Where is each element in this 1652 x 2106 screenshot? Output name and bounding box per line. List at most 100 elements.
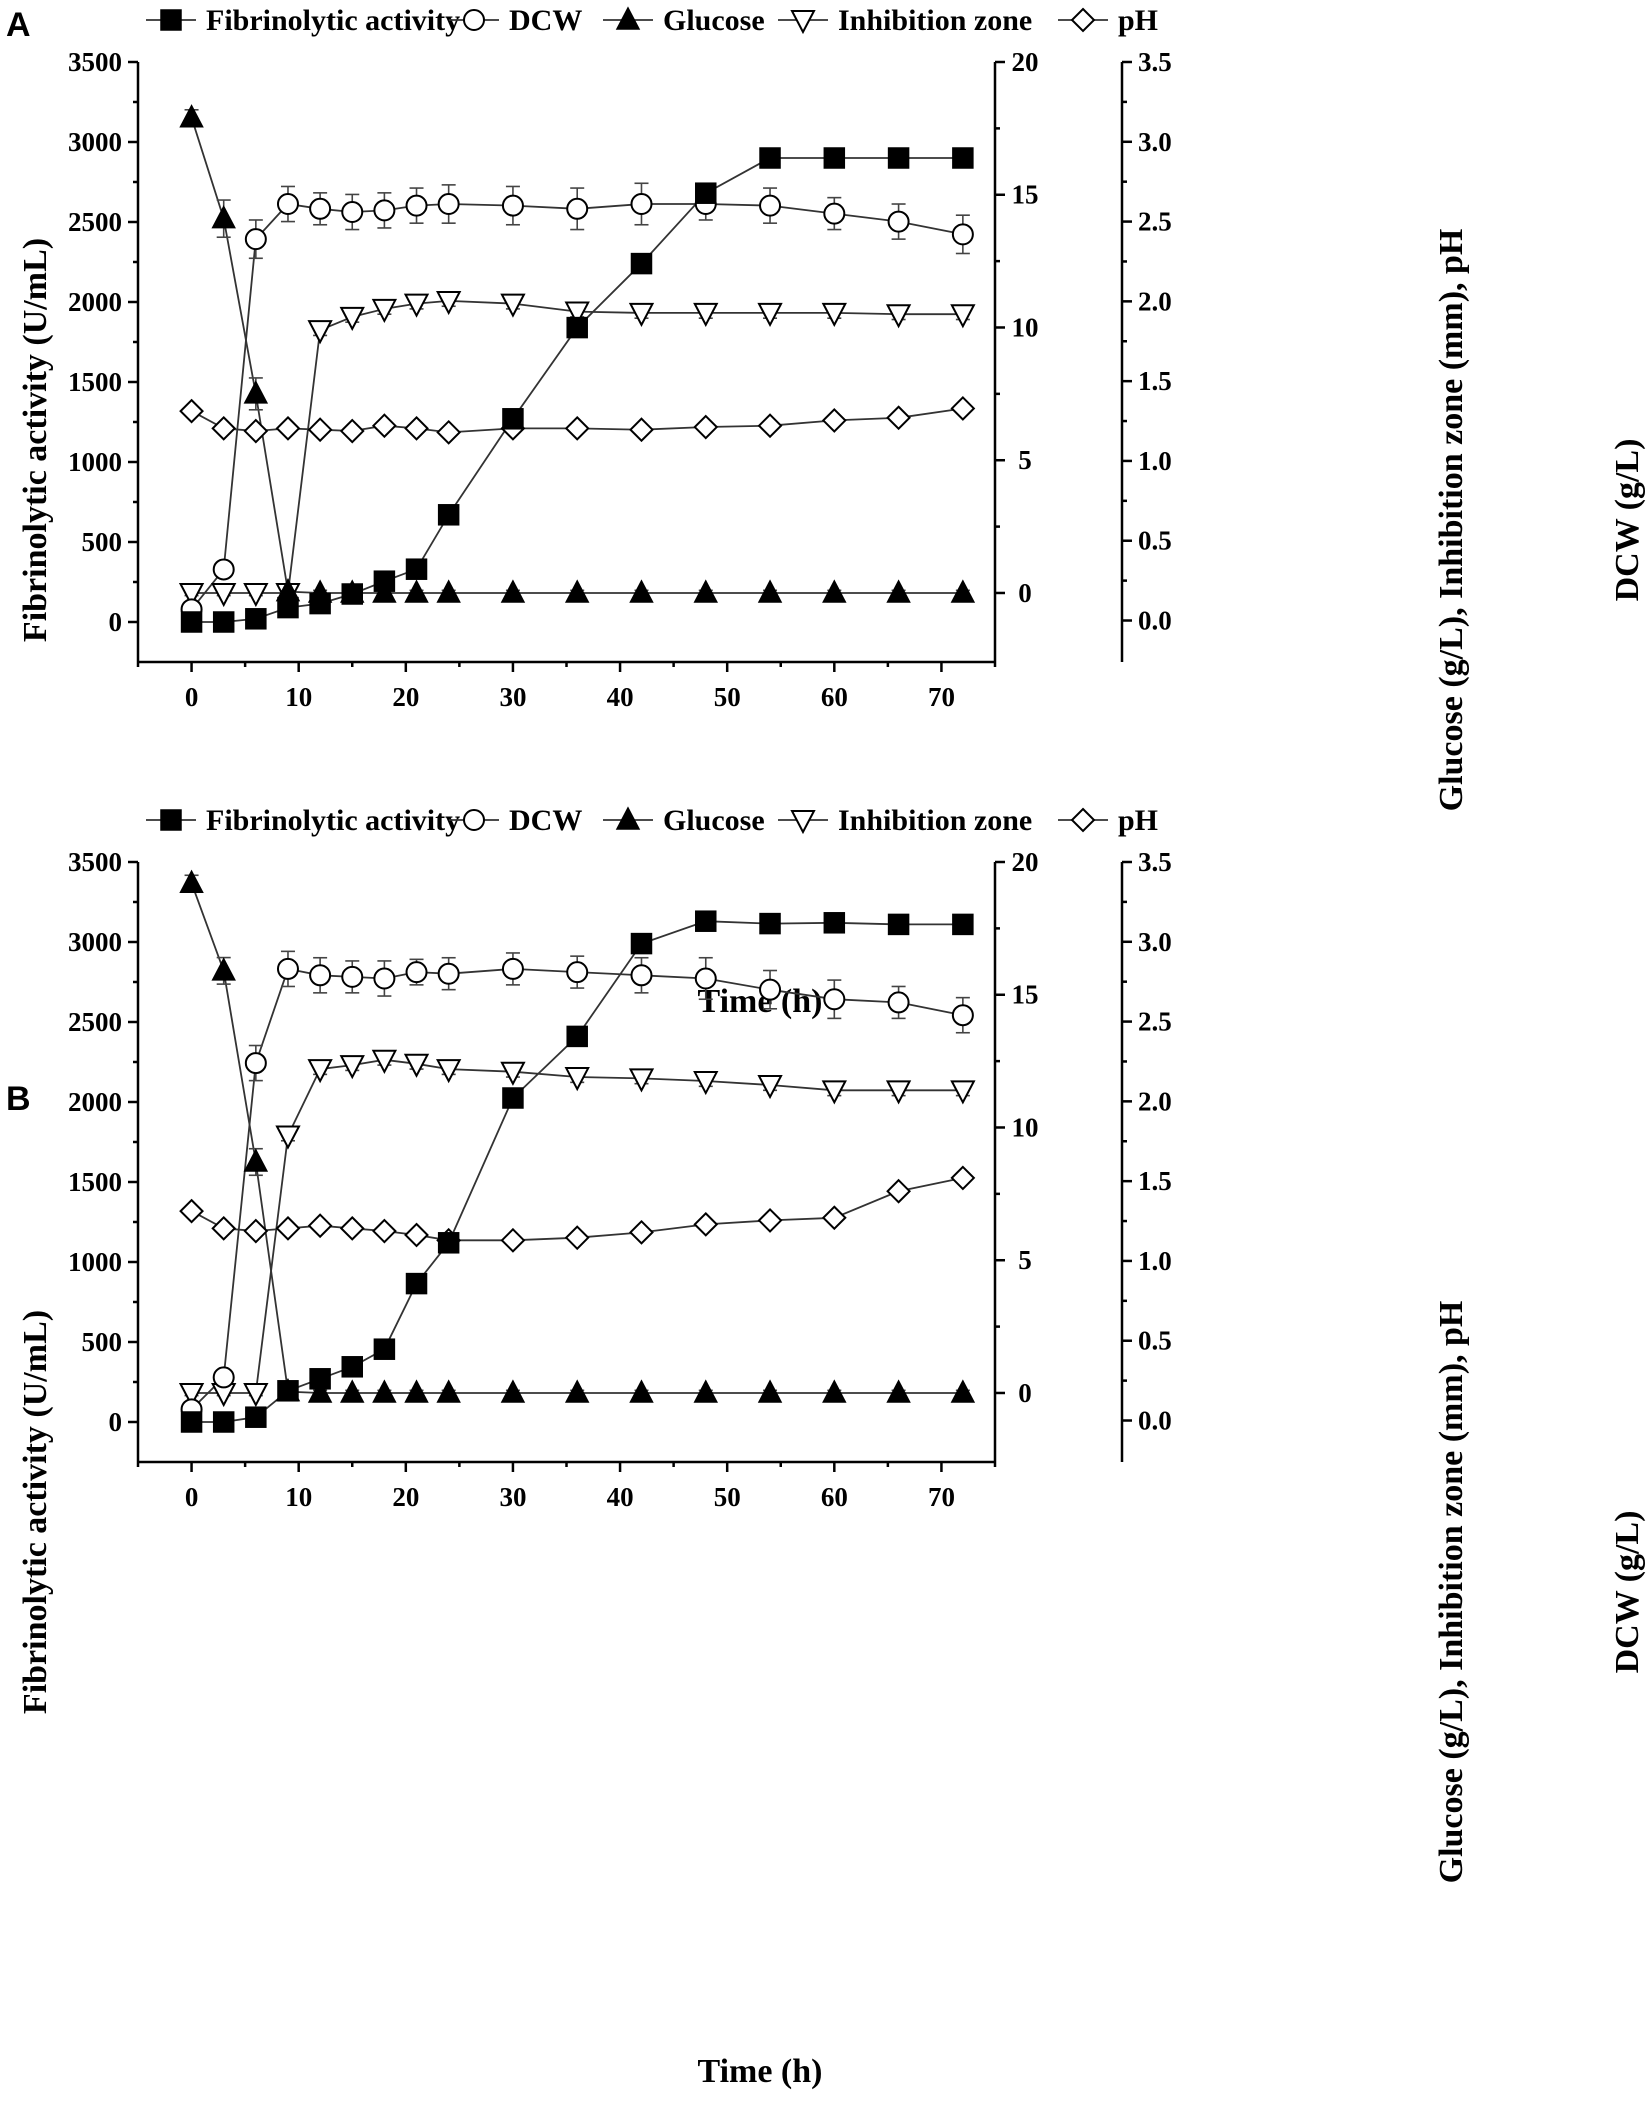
panel-a-y1-tick-label-7: 3500 xyxy=(68,47,122,77)
panel-b-glucose-point xyxy=(629,1379,654,1403)
panel-b-ph-point xyxy=(211,1215,237,1241)
panel-a-ph-point xyxy=(693,414,719,440)
panel-b-ph-point xyxy=(243,1218,269,1244)
panel-b-dcw-point xyxy=(823,988,846,1011)
panel-a-y1-tick-label-4: 2000 xyxy=(68,287,122,317)
panel-a-inhibition-zone-point xyxy=(500,293,526,318)
panel-b-y2-tick-label-1: 5 xyxy=(1018,1245,1032,1275)
panel-a-glucose-point xyxy=(436,579,461,603)
panel-a-legend-item-dcw: DCW xyxy=(449,4,582,37)
panel-a-y2-axis-title: Glucose (g/L), Inhibition zone (mm), pH xyxy=(1433,229,1470,812)
panel-b-x-tick-label-3: 30 xyxy=(499,1482,526,1512)
panel-b-ph-point xyxy=(693,1211,719,1237)
panel-a-legend-label-ph: pH xyxy=(1118,4,1158,37)
panel-a-fibrinolytic-activity-point xyxy=(309,592,331,615)
panel-a-dcw-point xyxy=(823,202,846,225)
panel-b-fibrinolytic-activity-point xyxy=(823,912,846,934)
panel-a-ph-point xyxy=(564,415,590,441)
panel-a-inhibition-zone-point xyxy=(885,304,912,329)
panel-b-y3-tick-label-6: 3.0 xyxy=(1138,927,1172,957)
panel-b-glucose-point xyxy=(340,1379,365,1403)
panel-a-inhibition-zone-point xyxy=(211,582,237,608)
panel-a-y3-tick-label-5: 2.5 xyxy=(1138,207,1172,237)
panel-b-fibrinolytic-activity-point xyxy=(341,1356,363,1378)
panel-a-fibrinolytic-activity-point xyxy=(887,147,910,169)
panel-a-glucose-point xyxy=(693,579,719,603)
panel-b-x-axis-title: Time (h) xyxy=(698,2053,823,2090)
panel-a-dcw-point xyxy=(887,210,910,233)
panel-a-dcw-point xyxy=(951,223,974,246)
panel-a-inhibition-zone-point xyxy=(564,301,590,326)
panel-a-inhibition-zone-point xyxy=(403,293,430,318)
panel-b-glucose-point xyxy=(404,1379,429,1403)
panel-a-ph-point xyxy=(243,418,269,444)
panel-b-y2-tick-label-4: 20 xyxy=(1012,847,1039,877)
panel-a-legend-label-inhibition-zone: Inhibition zone xyxy=(838,4,1032,37)
panel-a-dcw-point xyxy=(437,193,460,216)
panel-a-glucose-point xyxy=(950,579,976,603)
panel-b-y3-tick-label-3: 1.5 xyxy=(1138,1166,1172,1196)
panel-b-y1-tick-label-5: 2500 xyxy=(68,1007,122,1037)
panel-a-legend-item-ph: pH xyxy=(1058,4,1158,37)
panel-a-ph-point xyxy=(886,405,912,431)
panel-b-dcw-point xyxy=(887,991,910,1014)
panel-b-ph-point xyxy=(371,1218,397,1244)
panel-a-legend-marker-fibrinolytic-activity xyxy=(160,9,182,31)
panel-a-glucose-point xyxy=(243,380,269,404)
panel-b-ph-point xyxy=(629,1219,654,1245)
panel-b-fibrinolytic-activity-point xyxy=(405,1272,428,1295)
panel-a-ph-point xyxy=(404,415,429,441)
panel-a-inhibition-zone-point xyxy=(436,290,462,316)
panel-b-dcw-point xyxy=(212,1366,235,1389)
panel-b-inhibition-zone-point xyxy=(821,1080,847,1105)
panel-b: B Fibrinolytic activity DCW Glucose Inhibit… xyxy=(6,804,1646,2090)
panel-a-legend-marker-dcw xyxy=(463,9,485,31)
panel-b-y3-tick-label-0: 0.0 xyxy=(1138,1406,1172,1436)
panel-b-legend-item-inhibition-zone: Inhibition zone xyxy=(778,804,1032,837)
panel-b-dcw-point xyxy=(437,962,460,985)
panel-a-y1-tick-label-6: 3000 xyxy=(68,127,122,157)
panel-b-legend-label-glucose: Glucose xyxy=(663,804,765,837)
panel-b-x-tick-label-1: 10 xyxy=(285,1482,312,1512)
panel-a-glucose-point xyxy=(179,104,204,128)
panel-b-fibrinolytic-activity-point xyxy=(502,1087,524,1109)
panel-a: A Fibrinolytic activity DCW Glucose Inhibit… xyxy=(6,4,1646,1020)
panel-b-fibrinolytic-activity-point xyxy=(630,932,653,955)
panel-a-fibrinolytic-activity-point xyxy=(341,583,363,605)
panel-b-fibrinolytic-activity-point xyxy=(309,1368,331,1390)
panel-b-y3-tick-label-1: 0.5 xyxy=(1138,1326,1172,1356)
panel-b-y3-tick-label-7: 3.5 xyxy=(1138,847,1172,877)
panel-b-y1-tick-label-7: 3500 xyxy=(68,847,122,877)
panel-b-plot-area xyxy=(178,869,976,1433)
panel-b-inhibition-zone-point xyxy=(243,1382,269,1408)
panel-b-dcw-point xyxy=(341,965,364,988)
panel-a-dcw-point xyxy=(630,193,653,216)
panel-a-x-tick-label-1: 10 xyxy=(285,682,312,712)
panel-a-fibrinolytic-activity-point xyxy=(502,408,524,430)
panel-b-dcw-point xyxy=(373,967,396,990)
panel-a-inhibition-zone-point xyxy=(693,302,719,328)
panel-b-y1-axis-title: Fibrinolytic activity (U/mL) xyxy=(17,1310,54,1714)
panel-a-plot-area xyxy=(178,104,976,633)
panel-b-glucose-point xyxy=(886,1379,911,1403)
panel-b-y3-tick-label-5: 2.5 xyxy=(1138,1007,1172,1037)
panel-b-legend-marker-fibrinolytic-activity xyxy=(160,809,182,831)
panel-b-dcw-point xyxy=(759,978,782,1001)
panel-a-dcw-point xyxy=(759,194,782,217)
panel-a-fibrinolytic-activity-point xyxy=(405,558,428,580)
panel-b-ph-point xyxy=(757,1207,783,1233)
panel-a-ph-point xyxy=(821,407,847,433)
panel-b-dcw-point xyxy=(566,961,589,984)
panel-a-x-tick-label-0: 0 xyxy=(185,682,199,712)
panel-a-ph-point xyxy=(629,417,654,443)
panel-b-ph-point xyxy=(821,1205,847,1231)
panel-b-y3-tick-label-2: 1.0 xyxy=(1138,1246,1172,1276)
panel-a-dcw-point xyxy=(501,194,524,217)
panel-b-legend: Fibrinolytic activity DCW Glucose Inhibitio… xyxy=(146,804,1158,837)
panel-a-dcw-point xyxy=(244,228,267,251)
panel-b-x-tick-label-7: 70 xyxy=(928,1482,955,1512)
panel-b-legend-item-fibrinolytic-activity: Fibrinolytic activity xyxy=(146,804,460,837)
panel-a-ph-point xyxy=(275,415,301,441)
